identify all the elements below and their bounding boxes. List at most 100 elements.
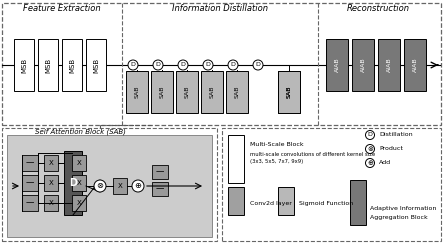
Text: —: —	[26, 158, 34, 167]
Bar	[7, 135, 212, 237]
Bar	[278, 187, 294, 215]
Text: SAB: SAB	[287, 86, 291, 98]
Text: D: D	[230, 62, 235, 68]
Bar	[278, 71, 300, 113]
Bar	[152, 165, 168, 179]
Text: SAB: SAB	[210, 86, 214, 98]
Text: MSB: MSB	[21, 57, 27, 73]
Text: X: X	[77, 200, 82, 206]
Text: D: D	[368, 132, 373, 138]
Text: Feature Extraction: Feature Extraction	[23, 5, 101, 14]
Text: AIAB: AIAB	[361, 58, 365, 72]
Text: Aggregation Block: Aggregation Block	[370, 215, 428, 219]
Text: Reconstruction: Reconstruction	[346, 5, 409, 14]
Bar	[352, 39, 374, 91]
Bar	[228, 135, 244, 183]
Text: —: —	[26, 199, 34, 208]
Circle shape	[132, 180, 144, 192]
Text: ⊗: ⊗	[97, 182, 104, 191]
Circle shape	[365, 130, 374, 139]
Text: Add: Add	[379, 160, 391, 165]
Text: D: D	[206, 62, 210, 68]
Bar	[152, 182, 168, 196]
Circle shape	[228, 60, 238, 70]
Bar	[404, 39, 426, 91]
Text: Conv2d layer: Conv2d layer	[250, 200, 292, 206]
Circle shape	[253, 60, 263, 70]
Bar	[44, 155, 58, 171]
Text: ⊕: ⊕	[135, 182, 141, 191]
Bar	[278, 71, 300, 113]
Text: X: X	[118, 183, 122, 189]
Text: D: D	[69, 178, 77, 188]
Text: SAB: SAB	[184, 86, 190, 98]
Circle shape	[178, 60, 188, 70]
Bar	[22, 195, 38, 211]
Bar	[126, 71, 148, 113]
Bar	[72, 195, 86, 211]
Text: SAB: SAB	[234, 86, 240, 98]
Bar	[378, 39, 400, 91]
Bar	[38, 39, 58, 91]
Bar	[44, 175, 58, 191]
Text: MSB: MSB	[45, 57, 51, 73]
Text: Distillation: Distillation	[379, 132, 412, 138]
Text: MSB: MSB	[93, 57, 99, 73]
Text: Self Attention Block (SAB): Self Attention Block (SAB)	[35, 129, 125, 135]
Bar	[176, 71, 198, 113]
Text: D: D	[155, 62, 160, 68]
Circle shape	[203, 60, 213, 70]
Text: X: X	[49, 160, 53, 166]
Circle shape	[94, 180, 106, 192]
Text: Adaptive Information: Adaptive Information	[370, 206, 436, 210]
Bar	[44, 195, 58, 211]
Text: SAB: SAB	[159, 86, 164, 98]
Bar	[72, 175, 86, 191]
Circle shape	[128, 60, 138, 70]
Text: SAB: SAB	[287, 86, 291, 98]
Bar	[350, 180, 366, 225]
Bar	[86, 39, 106, 91]
Text: X: X	[77, 180, 82, 186]
Bar	[222, 128, 441, 241]
Text: AIAB: AIAB	[386, 58, 392, 72]
Text: MSB: MSB	[69, 57, 75, 73]
Bar	[2, 128, 217, 241]
Bar	[14, 39, 34, 91]
Text: —: —	[26, 179, 34, 188]
Text: Sigmoid Function: Sigmoid Function	[299, 200, 353, 206]
Text: X: X	[49, 200, 53, 206]
Circle shape	[365, 145, 374, 154]
Text: Multi-Scale Block: Multi-Scale Block	[250, 142, 303, 148]
Bar	[64, 151, 82, 215]
Text: SAB: SAB	[135, 86, 140, 98]
Bar	[62, 39, 82, 91]
Text: Information Distillation: Information Distillation	[172, 5, 268, 14]
Bar	[326, 39, 348, 91]
Text: AIAB: AIAB	[334, 58, 339, 72]
Text: Product: Product	[379, 147, 403, 151]
Bar	[113, 178, 127, 194]
Bar	[2, 3, 441, 125]
Bar	[22, 175, 38, 191]
Text: —: —	[156, 167, 164, 176]
Circle shape	[153, 60, 163, 70]
Circle shape	[365, 158, 374, 167]
Bar	[228, 187, 244, 215]
Text: D: D	[131, 62, 136, 68]
Text: X: X	[49, 180, 53, 186]
Bar	[151, 71, 173, 113]
Text: multi-scale convolutions of different kernel size: multi-scale convolutions of different ke…	[250, 151, 375, 156]
Bar	[72, 155, 86, 171]
Text: ⊕: ⊕	[367, 160, 373, 166]
Bar	[226, 71, 248, 113]
Text: X: X	[77, 160, 82, 166]
Text: AIAB: AIAB	[412, 58, 417, 72]
Text: ⊗: ⊗	[367, 146, 373, 152]
Bar	[201, 71, 223, 113]
Text: (3x3, 5x5, 7x7, 9x9): (3x3, 5x5, 7x7, 9x9)	[250, 159, 303, 165]
Bar	[22, 155, 38, 171]
Text: D: D	[181, 62, 186, 68]
Text: D: D	[256, 62, 260, 68]
Text: —: —	[156, 184, 164, 193]
